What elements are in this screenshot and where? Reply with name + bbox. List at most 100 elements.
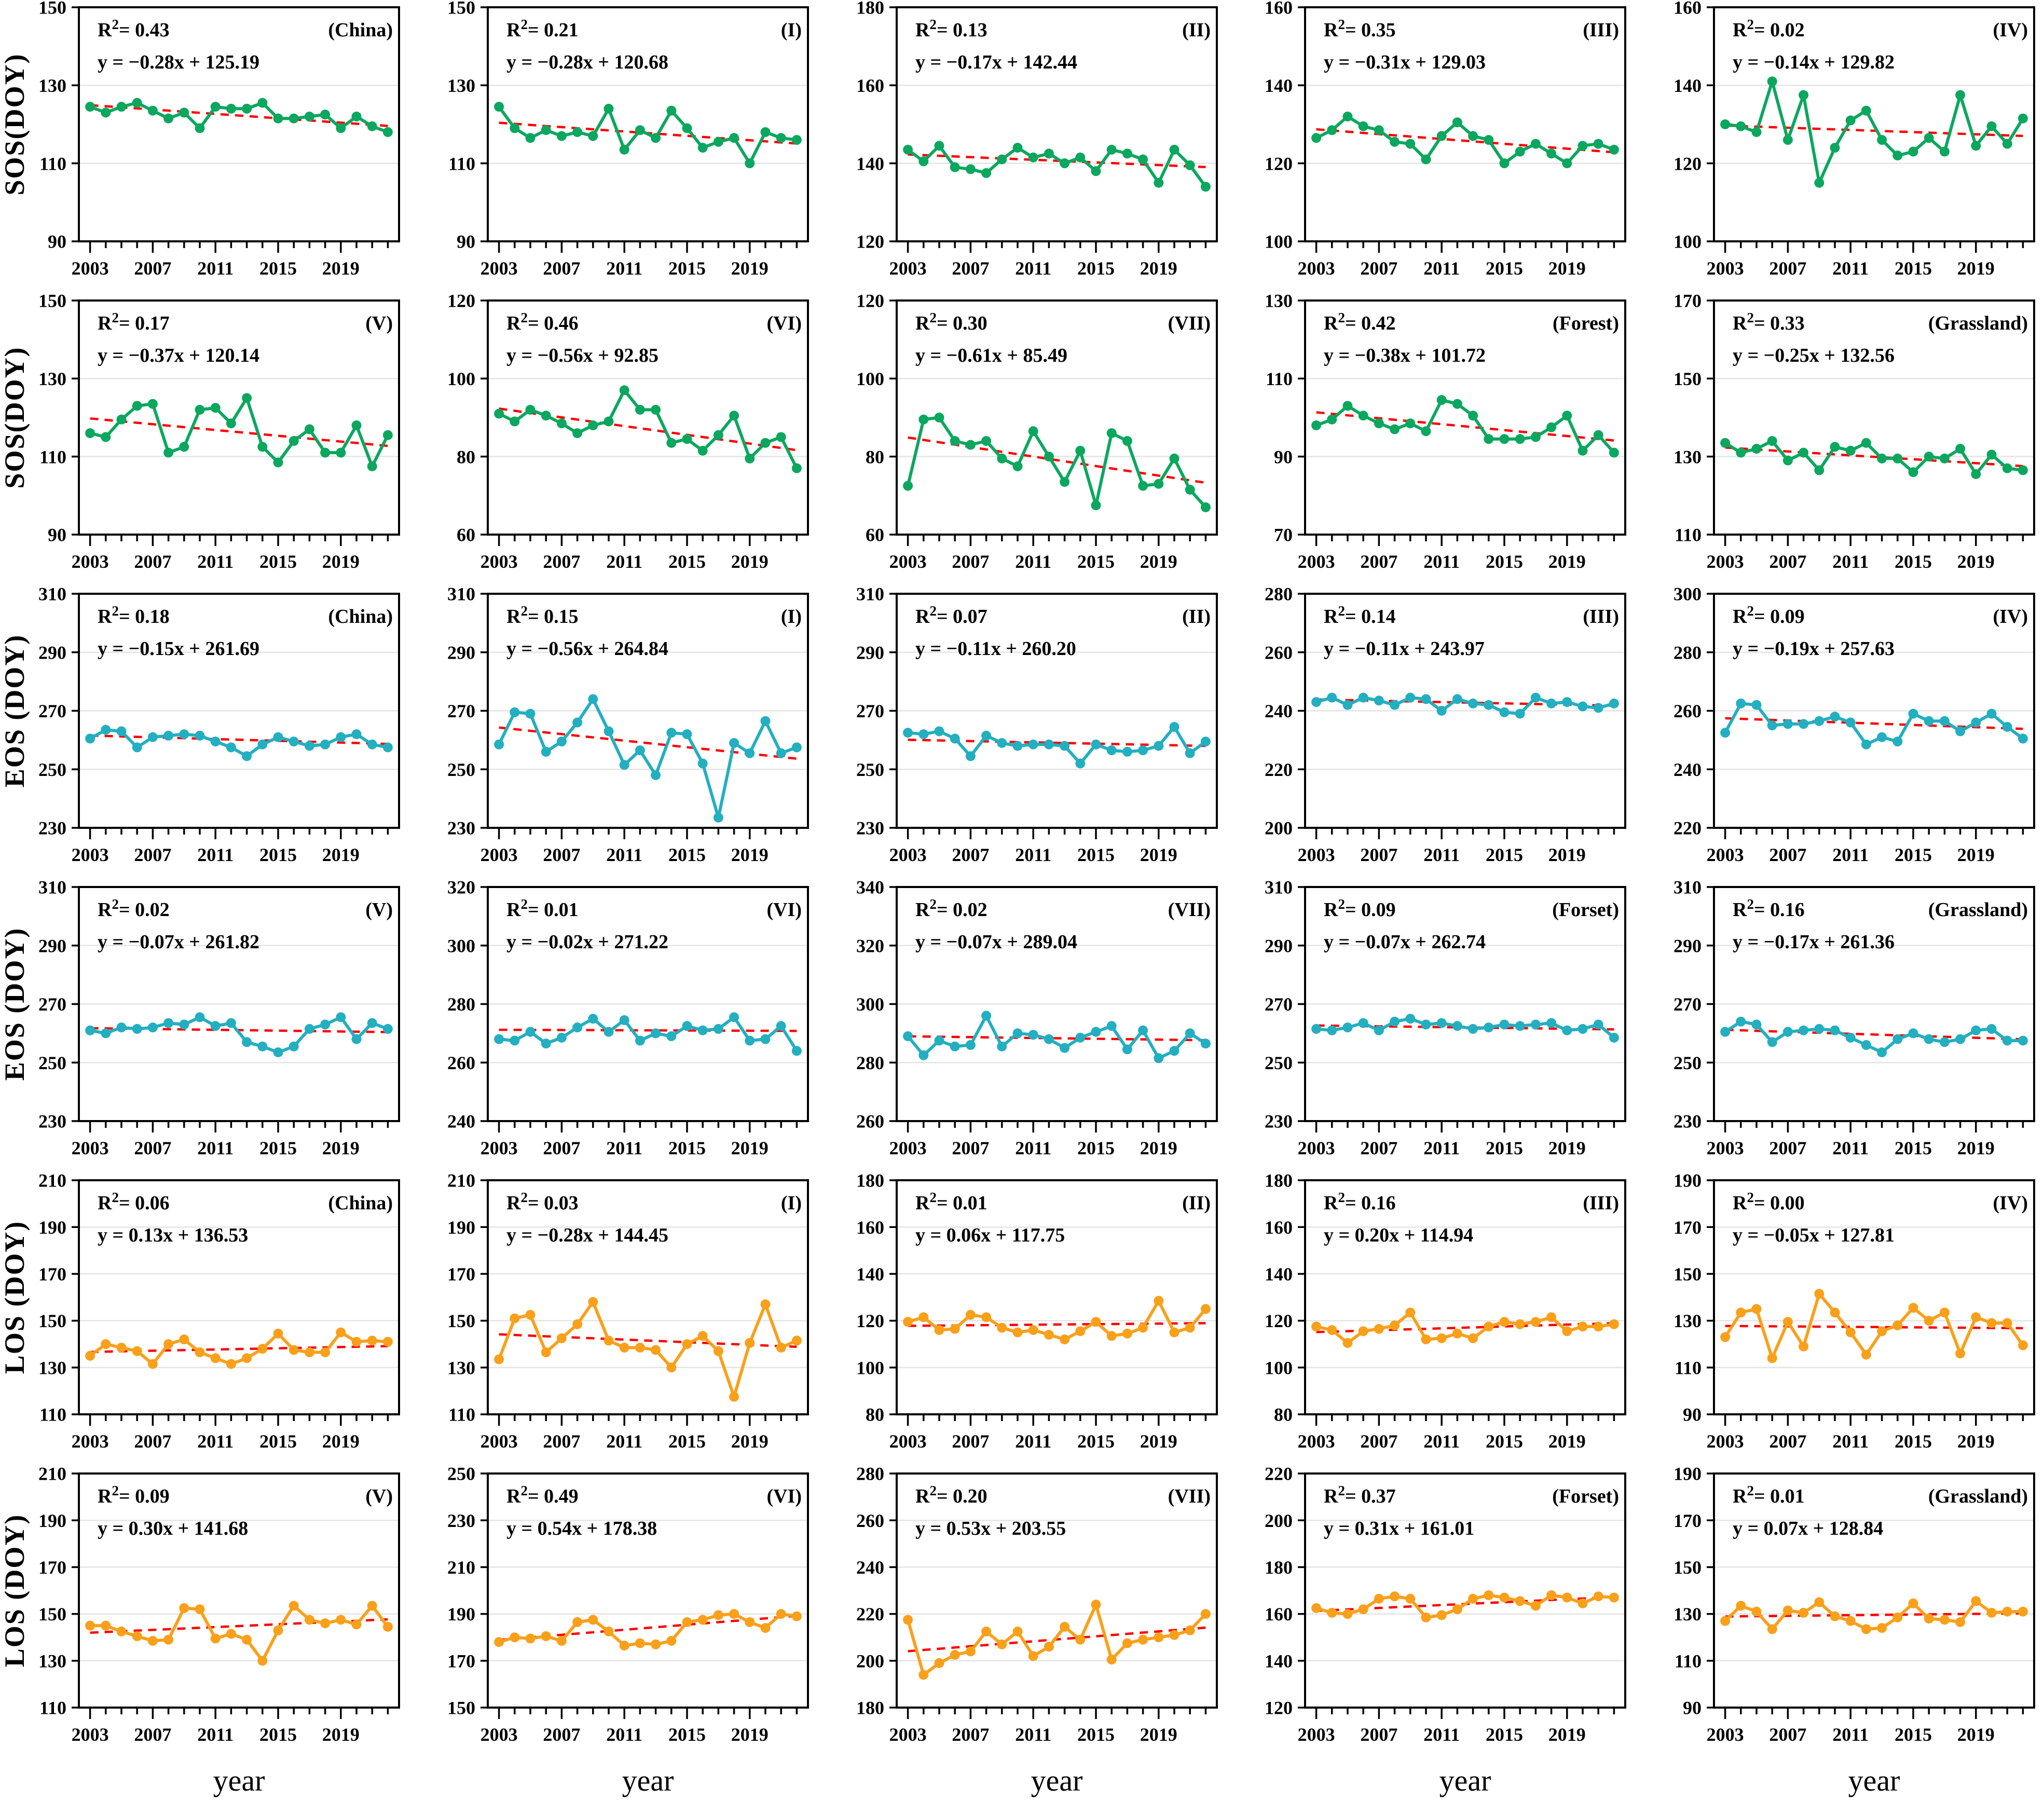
data-point-marker — [1437, 1333, 1447, 1343]
data-point-marker — [1185, 160, 1195, 170]
data-point-marker — [1059, 741, 1069, 751]
y-tick-label: 260 — [1673, 701, 1702, 721]
y-tick-label: 160 — [856, 75, 884, 96]
data-point-marker — [1830, 1025, 1840, 1035]
x-tick-label: 2019 — [1548, 844, 1586, 865]
data-point-marker — [729, 738, 739, 748]
x-tick-label: 2003 — [1298, 1431, 1335, 1452]
x-tick-label: 2011 — [1424, 551, 1460, 572]
x-tick-label: 2011 — [197, 844, 234, 865]
y-tick-label: 160 — [856, 1217, 884, 1238]
data-point-marker — [1751, 444, 1762, 454]
x-tick-label: 2003 — [1707, 1724, 1744, 1745]
y-tick-label: 110 — [1675, 1650, 1702, 1671]
data-point-marker — [289, 736, 299, 747]
equation-label: y = 0.13x + 136.53 — [98, 1224, 248, 1246]
data-point-marker — [273, 1625, 283, 1635]
data-point-marker — [195, 730, 205, 741]
x-tick-label: 2007 — [543, 551, 580, 572]
y-tick-label: 190 — [38, 1217, 66, 1238]
data-point-marker — [367, 739, 377, 749]
data-point-marker — [950, 733, 960, 744]
x-tick-label: 2007 — [952, 844, 989, 865]
data-point-marker — [85, 428, 95, 439]
data-point-marker — [1830, 143, 1840, 153]
y-tick-label: 120 — [1673, 153, 1702, 174]
data-point-marker — [1940, 1615, 1950, 1625]
data-point-marker — [1908, 146, 1918, 157]
data-point-marker — [210, 1633, 221, 1644]
equation-label: y = −0.28x + 120.68 — [506, 51, 668, 73]
data-point-marker — [965, 1309, 976, 1320]
data-point-marker — [1892, 1034, 1903, 1044]
data-point-marker — [791, 1335, 802, 1346]
data-point-marker — [713, 1346, 723, 1356]
data-point-marker — [1091, 166, 1101, 176]
data-point-marker — [179, 1334, 189, 1345]
data-point-marker — [1075, 758, 1085, 769]
data-point-marker — [1609, 1319, 1620, 1329]
x-tick-label: 2011 — [1424, 1431, 1460, 1452]
x-tick-label: 2015 — [1486, 1138, 1523, 1158]
x-tick-label: 2007 — [543, 1138, 580, 1158]
data-point-marker — [1767, 1037, 1777, 1047]
data-point-marker — [351, 420, 362, 431]
equation-label: y = −0.07x + 261.82 — [98, 931, 259, 953]
data-point-marker — [760, 1623, 771, 1633]
equation-label: y = −0.14x + 129.82 — [1733, 51, 1895, 73]
y-tick-label: 240 — [447, 1111, 475, 1132]
data-point-marker — [210, 736, 221, 747]
data-point-marker — [1955, 90, 1966, 100]
data-point-marker — [1609, 698, 1620, 708]
data-point-marker — [2018, 465, 2028, 475]
data-point-marker — [950, 1650, 960, 1660]
data-point-marker — [1799, 719, 1809, 729]
data-point-marker — [1861, 1040, 1872, 1050]
y-tick-label: 120 — [447, 293, 475, 311]
chart-panel-sos-i: 90 110 130 150 2003 2007 2011 2015 2019 R2= 0.21 y… — [409, 0, 818, 293]
data-point-marker — [289, 113, 299, 124]
x-tick-label: 2015 — [1486, 1724, 1523, 1745]
data-point-marker — [650, 1345, 661, 1355]
x-tick-label: 2019 — [731, 1431, 769, 1452]
panel-label: (China) — [328, 1192, 393, 1214]
data-point-marker — [1783, 1317, 1793, 1327]
data-point-marker — [965, 164, 976, 174]
data-point-marker — [1736, 121, 1746, 131]
data-point-marker — [1405, 139, 1416, 149]
data-point-marker — [1421, 694, 1431, 704]
equation-label: y = −0.07x + 262.74 — [1324, 931, 1486, 953]
y-tick-label: 180 — [1265, 1557, 1293, 1578]
data-point-marker — [918, 1050, 928, 1060]
y-tick-label: 110 — [39, 1698, 66, 1718]
plot-frame — [486, 6, 809, 242]
r-squared-label: R2= 0.42 — [1324, 310, 1396, 334]
plot-frame — [1713, 6, 2036, 242]
y-tick-label: 220 — [1265, 759, 1293, 780]
x-axis-title: year — [1848, 1764, 1900, 1797]
y-tick-label: 130 — [1673, 1311, 1702, 1331]
data-point-marker — [965, 1040, 976, 1050]
data-point-marker — [1499, 707, 1510, 717]
data-point-marker — [1609, 447, 1620, 458]
data-point-marker — [934, 1658, 944, 1668]
x-tick-label: 2007 — [952, 551, 989, 572]
chart-panel-los-grassland: 90 110 130 150 170 190 2003 2007 2011 2015 2019 R2=… — [1635, 1466, 2044, 1801]
data-point-marker — [902, 1317, 913, 1327]
y-tick-label: 140 — [1265, 1650, 1293, 1671]
data-point-marker — [1955, 1617, 1966, 1627]
data-point-marker — [304, 741, 314, 751]
chart-panel-los-iv: 90 110 130 150 170 190 2003 2007 2011 2015 2019 R2=… — [1635, 1173, 2044, 1466]
data-point-marker — [918, 156, 928, 167]
chart-svg: 80 100 120 140 160 180 2003 2007 2011 2015 2019 R2=… — [1265, 1173, 1627, 1452]
data-point-marker — [1374, 125, 1384, 135]
data-point-marker — [650, 1028, 661, 1039]
y-tick-label: 140 — [1673, 75, 1702, 96]
x-tick-label: 2007 — [1361, 844, 1398, 865]
data-point-marker — [1091, 1600, 1101, 1610]
trend-line — [1725, 717, 2023, 730]
x-tick-label: 2015 — [1486, 1431, 1523, 1452]
data-point-marker — [1751, 127, 1762, 138]
y-axis-title: EOS (DOY) — [0, 927, 30, 1081]
y-tick-label: 150 — [1673, 1264, 1702, 1285]
